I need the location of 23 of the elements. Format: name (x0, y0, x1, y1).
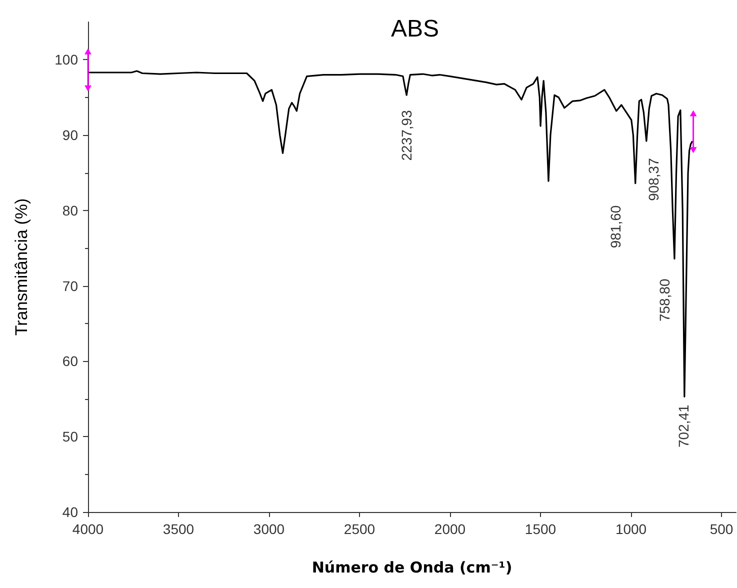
y-axis-title: Transmitância (%) (12, 198, 31, 336)
x-tick-label: 1500 (524, 521, 556, 537)
x-tick-label: 500 (710, 521, 734, 537)
chart-title: ABS (390, 16, 440, 42)
x-axis-title: Número de Onda (cm⁻¹) (312, 558, 512, 576)
annotation: 758,80 (656, 278, 672, 322)
y-tick-label: 40 (62, 504, 78, 520)
x-tick-label: 2000 (434, 521, 466, 537)
annotation: 2237,93 (398, 110, 415, 161)
annotation: 908,37 (645, 158, 662, 201)
y-tick-label: 70 (62, 278, 78, 294)
y-tick-label: 100 (54, 52, 78, 68)
x-tick-label: 1000 (615, 521, 647, 537)
x-tick-label: 2500 (344, 521, 376, 537)
y-tick-label: 60 (62, 353, 78, 370)
x-tick-label: 3500 (162, 521, 194, 537)
x-tick-label: 3000 (253, 521, 285, 537)
annotation: 702,41 (675, 404, 692, 448)
y-tick-label: 80 (62, 202, 78, 218)
y-tick-label: 50 (62, 428, 78, 445)
x-tick-label: 4000 (72, 521, 104, 537)
annotation: 981,60 (607, 205, 624, 248)
y-tick-label: 90 (62, 127, 78, 144)
